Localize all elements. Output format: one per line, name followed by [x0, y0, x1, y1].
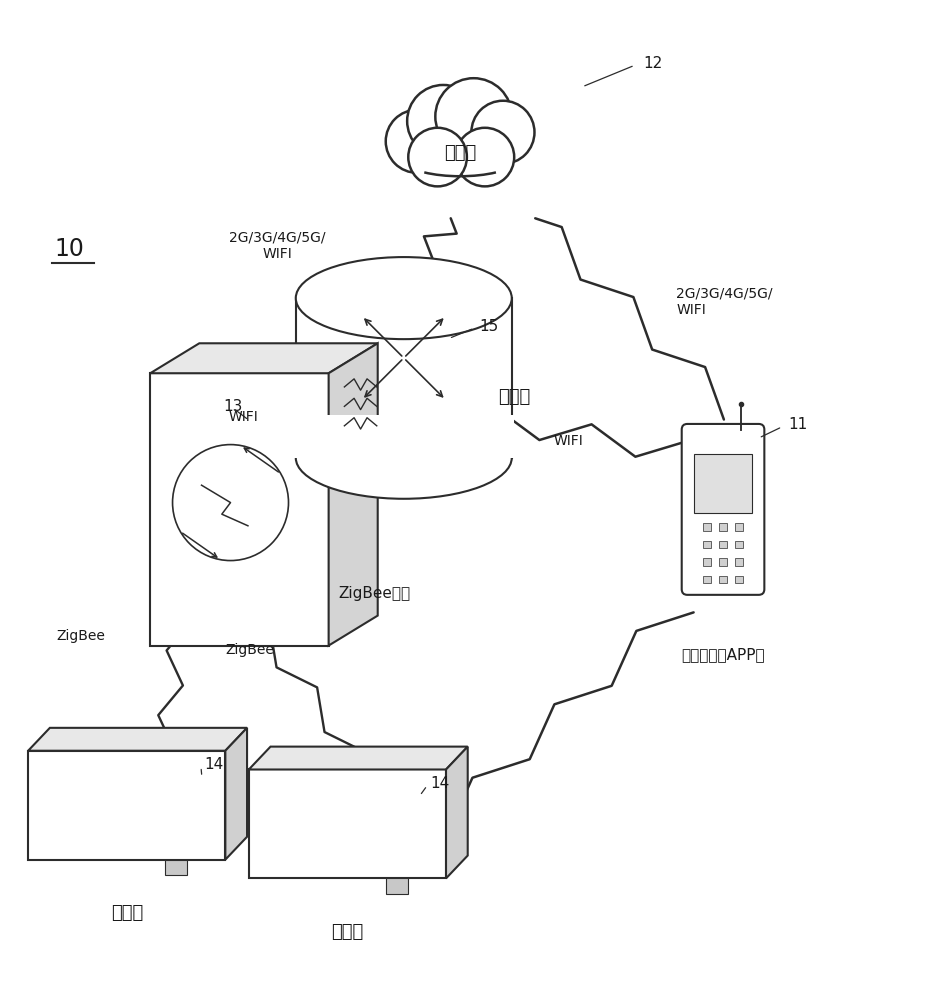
Ellipse shape	[436, 78, 512, 155]
Bar	[386, 878, 408, 894]
Bar	[703, 523, 711, 531]
Ellipse shape	[296, 417, 512, 499]
Bar	[735, 576, 743, 583]
Text: 子设备: 子设备	[331, 923, 363, 941]
Text: 移动终端（APP）: 移动终端（APP）	[681, 647, 765, 662]
Text: WIFI: WIFI	[676, 303, 706, 317]
Bar	[719, 576, 727, 583]
Bar	[703, 558, 711, 566]
FancyBboxPatch shape	[682, 424, 764, 595]
Bar	[296, 298, 512, 458]
Bar	[735, 558, 743, 566]
Bar	[735, 523, 743, 531]
Bar	[695, 454, 751, 513]
Text: 15: 15	[479, 319, 499, 334]
Text: 13: 13	[223, 399, 243, 414]
Text: ZigBee网关: ZigBee网关	[338, 586, 410, 601]
Ellipse shape	[471, 101, 534, 164]
Text: ZigBee: ZigBee	[225, 643, 274, 657]
Ellipse shape	[386, 110, 449, 173]
Polygon shape	[28, 751, 225, 860]
Ellipse shape	[408, 128, 467, 186]
Text: 路由器: 路由器	[498, 388, 530, 406]
Polygon shape	[150, 343, 377, 373]
Text: ZigBee: ZigBee	[56, 629, 105, 643]
Text: 11: 11	[789, 417, 808, 432]
Text: 10: 10	[54, 237, 85, 261]
Bar	[719, 541, 727, 548]
Polygon shape	[249, 769, 446, 878]
Text: 12: 12	[643, 56, 663, 71]
Polygon shape	[150, 373, 329, 646]
Text: 服务器: 服务器	[444, 144, 476, 162]
Text: 子设备: 子设备	[111, 904, 143, 922]
Ellipse shape	[296, 257, 512, 339]
Bar	[719, 523, 727, 531]
Text: 14: 14	[205, 757, 224, 772]
Polygon shape	[225, 728, 247, 860]
Text: 2G/3G/4G/5G/: 2G/3G/4G/5G/	[229, 230, 325, 244]
Polygon shape	[28, 728, 247, 751]
Bar	[703, 541, 711, 548]
Bar	[703, 576, 711, 583]
Polygon shape	[329, 343, 377, 646]
Bar	[165, 860, 187, 875]
Bar	[735, 541, 743, 548]
Text: WIFI: WIFI	[228, 410, 258, 424]
Polygon shape	[446, 747, 468, 878]
Ellipse shape	[408, 85, 479, 157]
Ellipse shape	[455, 128, 515, 186]
Text: 2G/3G/4G/5G/: 2G/3G/4G/5G/	[676, 286, 773, 300]
Bar	[719, 558, 727, 566]
Text: WIFI: WIFI	[262, 247, 292, 261]
Bar	[294, 415, 514, 458]
Text: WIFI: WIFI	[554, 434, 584, 448]
Text: 14: 14	[430, 776, 450, 791]
Polygon shape	[249, 747, 468, 769]
Bar	[398, 141, 522, 192]
